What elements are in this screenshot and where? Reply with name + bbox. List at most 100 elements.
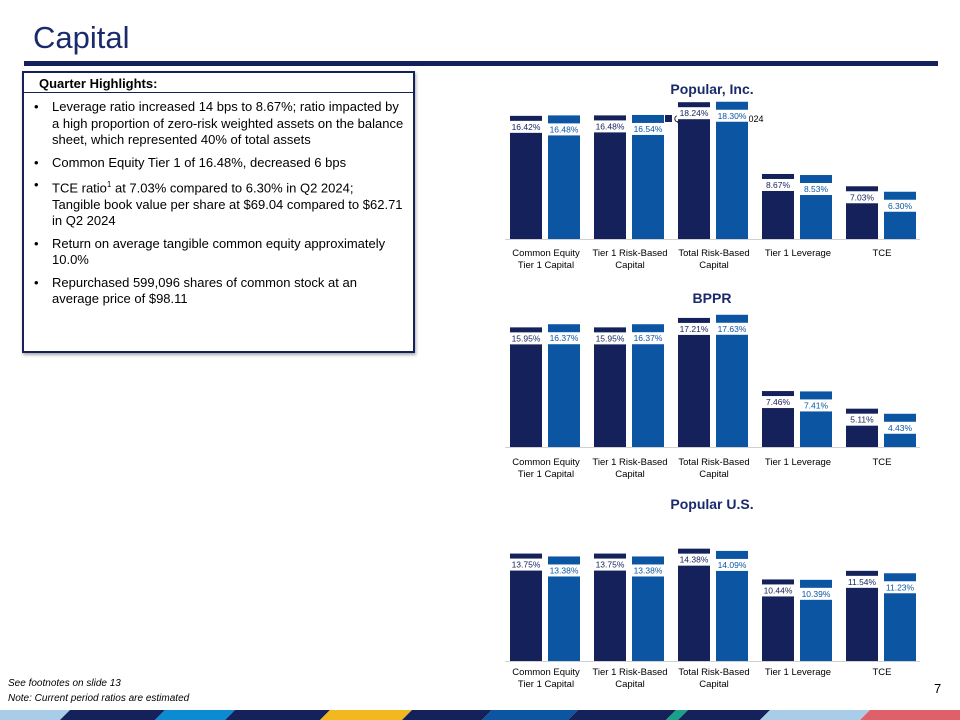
category-label: Tier 1 Capital: [518, 469, 574, 480]
category-label: Tier 1 Capital: [518, 260, 574, 271]
data-label: 7.41%: [804, 400, 829, 410]
category-label: Tier 1 Capital: [518, 679, 574, 690]
category-label: TCE: [873, 667, 892, 678]
data-label-bg: [799, 587, 833, 600]
data-label: 16.48%: [550, 124, 579, 134]
data-label-bg: [883, 199, 917, 212]
data-label: 14.38%: [680, 555, 709, 565]
bar: [884, 191, 916, 239]
category-label: Common Equity: [512, 457, 580, 468]
chart-popular-us: Popular U.S.13.75%13.38%Common EquityTie…: [505, 496, 920, 690]
bar: [594, 115, 626, 239]
bar: [678, 102, 710, 239]
category-label: Tier 1 Leverage: [765, 457, 831, 468]
slide-title: Capital: [33, 20, 130, 55]
data-label: 10.44%: [764, 585, 793, 595]
data-label: 18.30%: [718, 111, 747, 121]
category-label: Capital: [615, 679, 645, 690]
data-label: 13.75%: [512, 560, 541, 570]
data-label-bg: [799, 399, 833, 412]
category-label: Capital: [699, 679, 729, 690]
bar: [632, 114, 664, 239]
data-label-bg: [677, 553, 711, 566]
bar: [510, 327, 542, 447]
category-label: Capital: [699, 260, 729, 271]
category-label: Tier 1 Risk-Based: [592, 457, 667, 468]
data-label: 8.53%: [804, 184, 829, 194]
bar: [548, 324, 580, 447]
data-label-bg: [883, 581, 917, 594]
data-label: 7.46%: [766, 397, 791, 407]
data-label-bg: [631, 564, 665, 577]
data-label: 13.75%: [596, 560, 625, 570]
data-label: 18.24%: [680, 108, 709, 118]
data-label: 10.39%: [802, 589, 831, 599]
data-label-bg: [509, 332, 543, 345]
data-label: 7.03%: [850, 192, 875, 202]
data-label: 16.37%: [550, 333, 579, 343]
highlights-title: Quarter Highlights:: [39, 76, 158, 91]
chart-title: BPPR: [693, 290, 732, 306]
highlight-tce: TCE ratio1 at 7.03% compared to 6.30% in…: [34, 177, 404, 230]
highlight-cet1: Common Equity Tier 1 of 16.48%, decrease…: [34, 155, 404, 172]
footnote-note: Note: Current period ratios are estimate…: [8, 693, 190, 704]
data-label-bg: [593, 332, 627, 345]
data-label-bg: [761, 178, 795, 191]
category-label: TCE: [873, 248, 892, 259]
bar: [594, 553, 626, 661]
bar: [510, 553, 542, 661]
data-label: 15.95%: [512, 333, 541, 343]
data-label-bg: [715, 109, 749, 122]
data-label: 13.38%: [550, 565, 579, 575]
data-label: 13.38%: [634, 565, 663, 575]
highlights-box: Quarter Highlights: Leverage ratio incre…: [22, 71, 415, 353]
category-label: TCE: [873, 457, 892, 468]
highlights-title-rule: [24, 92, 413, 93]
highlight-leverage: Leverage ratio increased 14 bps to 8.67%…: [34, 99, 404, 149]
data-label-bg: [761, 396, 795, 409]
tce-text: at 7.03% compared to 6.30% in Q2 2024; T…: [52, 180, 403, 229]
category-label: Total Risk-Based: [678, 667, 749, 678]
data-label: 17.21%: [680, 324, 709, 334]
data-label: 16.42%: [512, 122, 541, 132]
data-label-bg: [715, 558, 749, 571]
data-label-bg: [845, 575, 879, 588]
data-label-bg: [761, 584, 795, 597]
data-label: 15.95%: [596, 333, 625, 343]
bar: [548, 115, 580, 239]
category-label: Total Risk-Based: [678, 457, 749, 468]
data-label: 11.23%: [886, 582, 915, 592]
data-label-bg: [799, 183, 833, 196]
data-label-bg: [547, 332, 581, 345]
data-label: 16.48%: [596, 121, 625, 131]
category-label: Common Equity: [512, 248, 580, 259]
bar: [716, 101, 748, 239]
category-label: Tier 1 Leverage: [765, 667, 831, 678]
data-label-bg: [547, 564, 581, 577]
bar: [632, 324, 664, 447]
highlights-list: Leverage ratio increased 14 bps to 8.67%…: [34, 99, 404, 314]
legend-swatch: [665, 115, 672, 122]
data-label: 4.43%: [888, 423, 913, 433]
chart-popular-inc: Popular, Inc.Q3 2024Q2 202416.42%16.48%C…: [505, 81, 920, 271]
data-label-bg: [509, 558, 543, 571]
bar: [716, 314, 748, 447]
category-label: Capital: [615, 469, 645, 480]
tce-label: TCE ratio: [52, 180, 107, 196]
data-label-bg: [593, 558, 627, 571]
footnote-ref: 1: [106, 180, 112, 189]
title-rule: [24, 61, 938, 66]
page-number: 7: [934, 681, 942, 696]
data-label: 16.54%: [634, 124, 663, 134]
bar: [594, 327, 626, 447]
highlight-repurchase: Repurchased 599,096 shares of common sto…: [34, 275, 404, 308]
category-label: Tier 1 Risk-Based: [592, 667, 667, 678]
data-label: 17.63%: [718, 324, 747, 334]
data-label-bg: [883, 421, 917, 434]
data-label-bg: [593, 120, 627, 133]
highlight-rotce: Return on average tangible common equity…: [34, 236, 404, 269]
category-label: Tier 1 Leverage: [765, 248, 831, 259]
data-label-bg: [677, 322, 711, 335]
data-label-bg: [631, 332, 665, 345]
